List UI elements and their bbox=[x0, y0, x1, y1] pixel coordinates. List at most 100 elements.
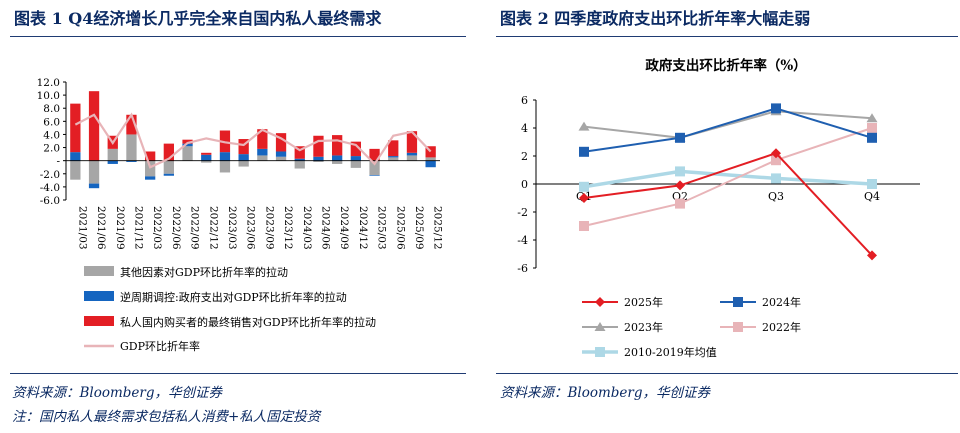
legend-marker bbox=[733, 322, 743, 332]
legend-marker bbox=[733, 297, 743, 307]
bar-segment bbox=[182, 143, 193, 147]
bar-segment bbox=[163, 173, 174, 176]
legend-swatch bbox=[84, 266, 114, 276]
legend-swatch bbox=[84, 291, 114, 301]
legend-marker bbox=[595, 347, 605, 357]
series-line bbox=[583, 127, 873, 227]
y-tick-label: 6 bbox=[521, 94, 528, 107]
bar-segment bbox=[425, 160, 436, 168]
x-tick-label: 2021/09 bbox=[114, 206, 126, 250]
bar-segment bbox=[70, 152, 81, 161]
bar-segment bbox=[70, 103, 81, 153]
bar-segment bbox=[163, 143, 174, 161]
y-tick-label: -4.0 bbox=[40, 182, 60, 194]
bar-segment bbox=[107, 160, 118, 164]
x-tick-label: 2023/09 bbox=[263, 206, 275, 250]
series-marker bbox=[771, 148, 781, 159]
x-tick-label: 2025/06 bbox=[394, 206, 406, 250]
bar-segment bbox=[238, 154, 249, 161]
bar-segment bbox=[88, 91, 100, 161]
y-tick-label: -2 bbox=[517, 206, 528, 219]
x-tick-label: 2025/12 bbox=[432, 206, 444, 250]
x-tick-label: 2024/06 bbox=[319, 206, 331, 250]
bar-segment bbox=[313, 156, 324, 161]
bar-segment bbox=[350, 160, 361, 168]
right-panel: 图表 2 四季度政府支出环比折年率大幅走弱 政府支出环比折年率（%） 6 4 2 0 -2… bbox=[492, 0, 960, 433]
series-marker bbox=[675, 132, 685, 143]
series-marker bbox=[867, 250, 877, 261]
x-tick-label: 2024/09 bbox=[338, 206, 350, 250]
series-marker bbox=[867, 179, 877, 189]
bar-segment bbox=[425, 146, 436, 158]
x-tick-label: 2022/12 bbox=[207, 206, 219, 250]
x-tick-label: 2022/03 bbox=[151, 206, 163, 250]
bar-segment bbox=[201, 152, 212, 155]
bar-segment bbox=[88, 183, 100, 189]
series-marker bbox=[579, 181, 589, 192]
legend-label: 其他因素对GDP环比折年率的拉动 bbox=[120, 265, 288, 279]
bar-segment bbox=[238, 139, 249, 155]
right-title-rule bbox=[496, 36, 958, 37]
series-marker bbox=[867, 132, 877, 143]
series-marker bbox=[771, 155, 781, 166]
legend-label: GDP环比折年率 bbox=[120, 339, 200, 353]
legend-marker bbox=[595, 297, 605, 307]
bar-segment bbox=[332, 135, 343, 156]
y-tick-label: 6.0 bbox=[43, 116, 60, 128]
series-marker bbox=[578, 121, 590, 131]
left-note: 注：国内私人最终需求包括私人消费+私人固定投资 bbox=[12, 409, 321, 425]
series-marker bbox=[867, 123, 877, 133]
bar-segment bbox=[88, 160, 100, 184]
bar-segment bbox=[388, 157, 399, 161]
bar-segment bbox=[350, 141, 361, 157]
bar-segment bbox=[257, 148, 268, 156]
series-line bbox=[583, 110, 873, 139]
series-marker bbox=[579, 221, 589, 231]
series-marker bbox=[675, 166, 685, 177]
series-marker bbox=[866, 113, 878, 123]
right-source: 资料来源：Bloomberg，华创证券 bbox=[500, 385, 711, 401]
y-tick-label: 12.0 bbox=[37, 77, 60, 89]
legend-marker bbox=[594, 322, 606, 331]
left-figure-title: 图表 1 Q4经济增长几乎完全来自国内私人最终需求 bbox=[14, 9, 382, 28]
x-tick-label: Q4 bbox=[864, 190, 880, 203]
left-panel: 图表 1 Q4经济增长几乎完全来自国内私人最终需求 12.0 10.0 8.0 6.0… bbox=[0, 0, 470, 433]
bar-segment bbox=[257, 129, 268, 149]
y-tick-label: 4.0 bbox=[43, 129, 60, 141]
bar-segment bbox=[313, 135, 324, 157]
series-marker bbox=[579, 146, 589, 157]
x-tick-label: 2022/09 bbox=[189, 206, 201, 250]
legend-label: 2010-2019年均值 bbox=[624, 345, 717, 359]
left-footer-rule bbox=[10, 373, 466, 374]
bar-segment bbox=[369, 160, 380, 176]
y-tick-label: -6.0 bbox=[40, 195, 60, 207]
series-marker bbox=[771, 103, 781, 114]
bar-segment bbox=[201, 160, 212, 163]
bar-segment bbox=[388, 156, 399, 158]
bar-segment bbox=[350, 156, 361, 161]
legend-label: 私人国内购买者的最终销售对GDP环比折年率的拉动 bbox=[120, 315, 376, 329]
bar-segment bbox=[126, 114, 137, 135]
right-figure-title: 图表 2 四季度政府支出环比折年率大幅走弱 bbox=[500, 9, 811, 28]
y-tick-label: 10.0 bbox=[37, 90, 60, 102]
y-tick-label: 2 bbox=[521, 150, 528, 163]
stacked-bar-chart: 12.010.08.06.04.0 2.0--2.0-4.0-6.0 2021/03… bbox=[37, 77, 444, 353]
bar-segment bbox=[369, 175, 380, 176]
bar-segment bbox=[182, 139, 193, 144]
bar-segment bbox=[219, 152, 231, 161]
x-tick-label: 2023/06 bbox=[245, 206, 257, 250]
bar-segment bbox=[145, 151, 156, 161]
bar-segment bbox=[275, 151, 287, 157]
x-tick-label: 2022/06 bbox=[170, 206, 182, 250]
legend-swatch bbox=[84, 316, 114, 326]
chart-title: 政府支出环比折年率（%） bbox=[645, 57, 806, 74]
y-tick-label: - bbox=[56, 156, 60, 168]
x-tick-label: 2021/03 bbox=[76, 206, 88, 250]
bar-segment bbox=[369, 148, 380, 161]
x-tick-label: 2023/03 bbox=[226, 206, 238, 250]
legend-label: 2024年 bbox=[762, 295, 801, 309]
bar-segment bbox=[294, 158, 305, 161]
bar-segment bbox=[145, 160, 156, 177]
bar-segment bbox=[219, 160, 231, 173]
bar-segment bbox=[425, 157, 436, 161]
